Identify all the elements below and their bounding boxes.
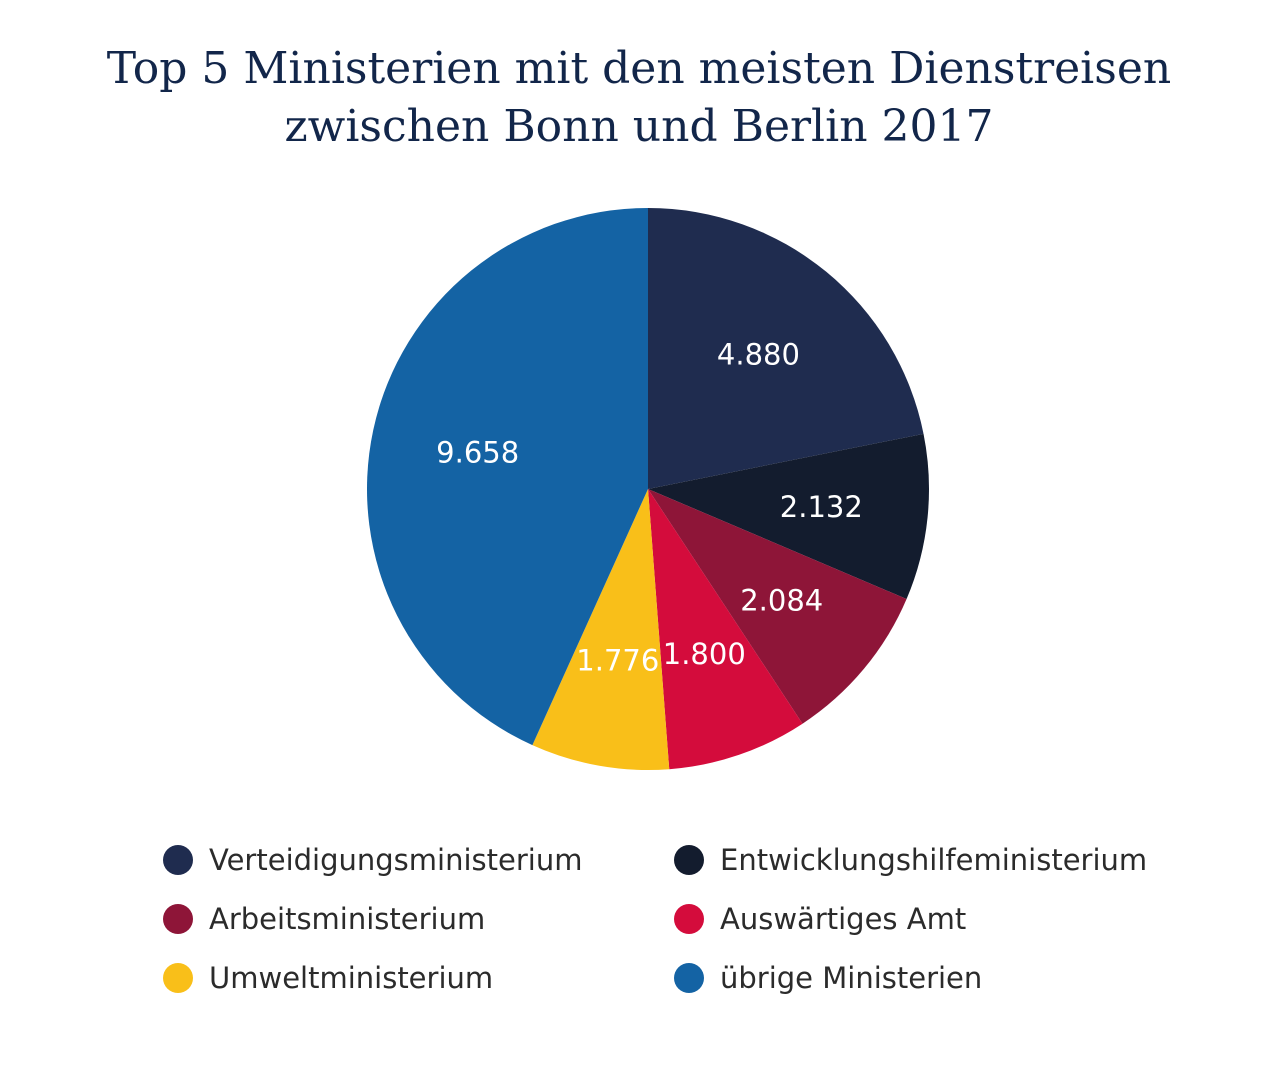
legend-item-arbeitsministerium: Arbeitsministerium [163, 897, 485, 941]
slice-value-label: 2.132 [780, 490, 863, 524]
slice-value-label: 4.880 [717, 337, 800, 371]
legend-swatch [674, 904, 704, 934]
slice-value-label: 1.776 [576, 644, 659, 678]
legend-label: Arbeitsministerium [209, 902, 486, 936]
legend-item-uebrige-ministerien: übrige Ministerien [674, 956, 982, 1000]
legend-item-verteidigungsministerium: Verteidigungsministerium [163, 838, 582, 882]
pie-slice-6 [367, 208, 648, 746]
slice-value-label: 9.658 [436, 435, 519, 469]
slice-value-label: 1.800 [663, 637, 746, 671]
pie-slice-3 [648, 489, 907, 724]
pie-slice-4 [648, 489, 803, 770]
legend-label: Verteidigungsministerium [209, 843, 583, 877]
legend-swatch [163, 963, 193, 993]
legend-label: Auswärtiges Amt [720, 902, 967, 936]
legend-swatch [163, 845, 193, 875]
legend-item-auswaertiges-amt: Auswärtiges Amt [674, 897, 966, 941]
chart-title-line-2: zwischen Bonn und Berlin 2017 [284, 101, 994, 152]
chart-title: Top 5 Ministerien mit den meisten Dienst… [0, 40, 1278, 156]
legend-swatch [674, 963, 704, 993]
chart-title-line-1: Top 5 Ministerien mit den meisten Dienst… [106, 43, 1172, 94]
legend-label: Entwicklungshilfeministerium [720, 843, 1148, 877]
pie-slice-1 [648, 208, 924, 489]
slice-value-label: 2.084 [740, 584, 823, 618]
pie-slice-2 [648, 433, 929, 600]
legend-label: Umweltministerium [209, 961, 494, 995]
legend-item-umweltministerium: Umweltministerium [163, 956, 493, 1000]
pie-slice-5 [532, 489, 670, 770]
legend-swatch [674, 845, 704, 875]
legend-label: übrige Ministerien [720, 961, 983, 995]
legend-item-entwicklungshilfeministerium: Entwicklungshilfeministerium [674, 838, 1147, 882]
legend-swatch [163, 904, 193, 934]
